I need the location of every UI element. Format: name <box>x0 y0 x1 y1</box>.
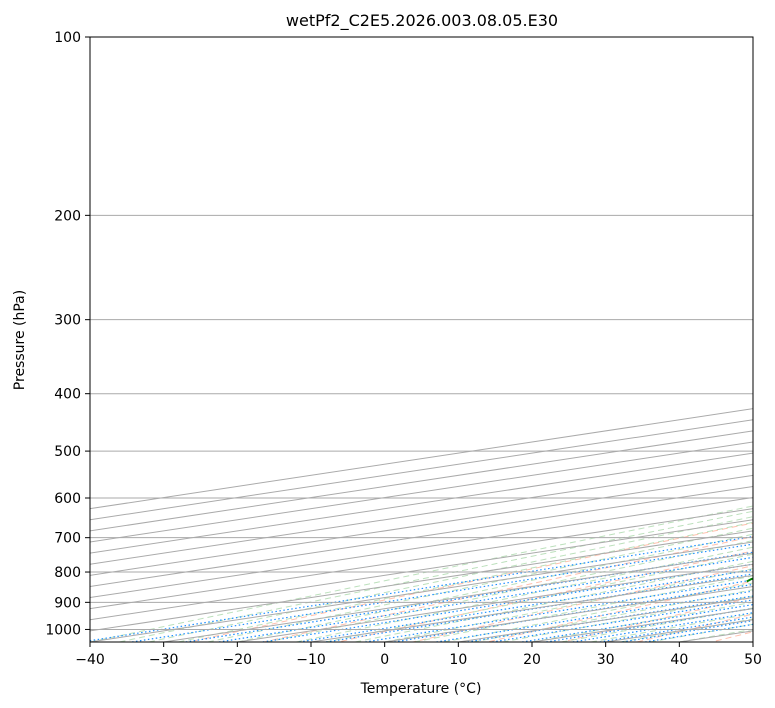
isotherm <box>90 530 753 632</box>
mixing-ratio-line <box>394 583 753 642</box>
isotherms <box>90 408 753 642</box>
moist-adiabat <box>178 521 753 642</box>
y-tick-label: 200 <box>54 208 81 224</box>
dry-adiabat <box>338 550 753 642</box>
x-tick-label: −40 <box>75 652 105 668</box>
moist-adiabat <box>119 510 753 642</box>
dry-adiabat <box>711 631 753 642</box>
mixing-ratio-line <box>645 623 753 642</box>
isotherm <box>384 585 753 642</box>
isotherm <box>90 441 753 543</box>
y-tick-label: 1000 <box>45 622 81 638</box>
moist-adiabat <box>502 595 753 642</box>
x-tick-label: −30 <box>149 652 179 668</box>
y-tick-label: 400 <box>54 387 81 403</box>
mixing-ratio-line <box>467 595 753 642</box>
x-axis-label: Temperature (°C) <box>360 681 482 697</box>
dry-adiabat <box>263 536 753 642</box>
chart-title: wetPf2_C2E5.2026.003.08.05.E30 <box>286 11 558 31</box>
mixing-ratio-line <box>365 579 753 642</box>
isotherm <box>90 452 753 554</box>
pressure-gridlines <box>90 37 753 630</box>
mixing-ratio-line <box>299 569 753 642</box>
y-tick-label: 600 <box>54 491 81 507</box>
moist-adiabat <box>355 560 753 642</box>
y-tick-label: 800 <box>54 565 81 581</box>
isotherm <box>752 641 753 642</box>
dry-adiabat <box>487 580 753 642</box>
y-axis-label: Pressure (hPa) <box>12 290 28 390</box>
y-tick-label: 900 <box>54 595 81 611</box>
moist-adiabat <box>443 582 753 642</box>
dry-adiabat <box>188 522 753 642</box>
moist-adiabat <box>325 553 753 642</box>
isotherm <box>90 463 753 565</box>
moist-adiabat <box>531 601 753 642</box>
x-tick-label: 20 <box>523 652 541 668</box>
x-tick-label: 30 <box>597 652 615 668</box>
isotherm <box>90 508 753 610</box>
y-tick-label: 300 <box>54 313 81 329</box>
y-tick-label: 100 <box>54 30 81 46</box>
moist-adiabat <box>148 516 753 642</box>
x-tick-label: −20 <box>223 652 253 668</box>
x-tick-label: −10 <box>296 652 326 668</box>
axes: −40 −30 −20 −10 0 10 20 30 40 50 100 200 300 400 500 60… <box>45 30 762 668</box>
plot-frame <box>89 36 754 643</box>
moist-adiabat <box>561 607 753 642</box>
x-tick-label: 40 <box>670 652 688 668</box>
profile-series <box>746 577 753 583</box>
mixing-ratio-line <box>325 573 753 642</box>
moist-adiabat <box>207 527 753 642</box>
isotherm <box>90 474 753 576</box>
plot-area: 0.10.20.40.611.52346810131620253036-100-… <box>90 37 753 642</box>
mixing-ratio-line <box>572 612 753 642</box>
moist-adiabats <box>90 505 753 642</box>
moist-adiabat <box>266 540 753 642</box>
mixing-ratio-line <box>262 563 753 642</box>
x-tick-label: 50 <box>744 652 762 668</box>
moist-adiabat <box>384 568 753 642</box>
dry-adiabat <box>412 565 753 642</box>
isotherm <box>90 497 753 599</box>
y-tick-label: 700 <box>54 531 81 547</box>
isotherm <box>90 485 753 587</box>
dry-adiabats <box>188 522 753 642</box>
x-tick-label: 10 <box>449 652 467 668</box>
moist-adiabat <box>237 533 753 642</box>
dewpoint-line <box>746 577 753 583</box>
x-tick-label: 0 <box>380 652 389 668</box>
isotherm <box>531 608 753 642</box>
moist-adiabat <box>472 589 753 642</box>
isotherm <box>90 519 753 621</box>
y-tick-label: 500 <box>54 444 81 460</box>
